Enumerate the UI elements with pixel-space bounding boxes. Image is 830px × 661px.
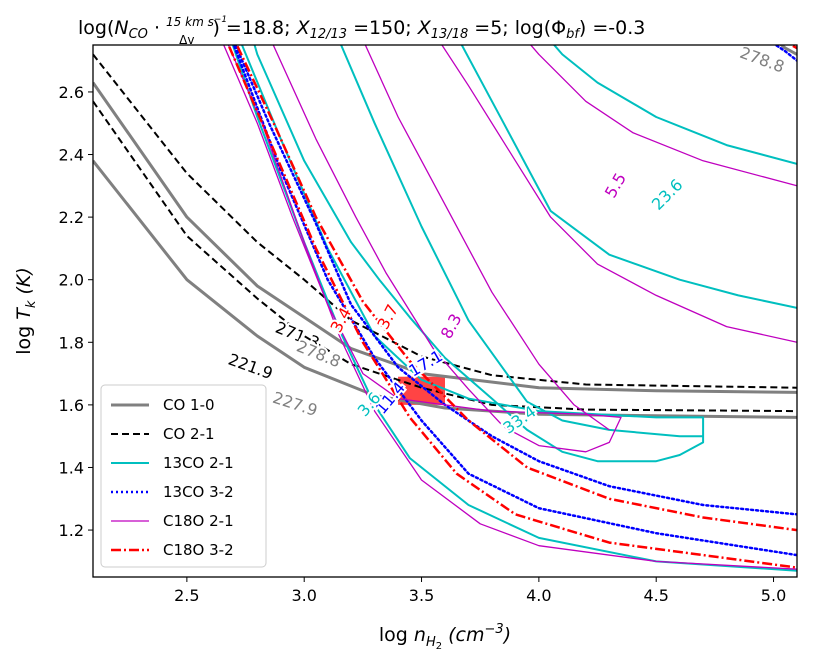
- title-frac-num: 15 km s: [166, 15, 214, 29]
- legend-label: CO 1-0: [163, 396, 215, 414]
- y-tick-label: 1.4: [59, 458, 84, 477]
- y-tick-label: 1.8: [59, 333, 84, 352]
- xlabel-log: log: [379, 624, 414, 646]
- contour-label: 221.9: [226, 350, 276, 384]
- y-tick-label: 1.2: [59, 521, 84, 540]
- x-axis-ticks: 2.5 3.0 3.5 4.0 4.5 5.0: [174, 577, 786, 605]
- contour-line: [215, 14, 797, 570]
- contour-line: [222, 14, 797, 555]
- contour-line: [351, 14, 609, 430]
- x-tick-label: 5.0: [761, 586, 786, 605]
- y-tick-label: 1.6: [59, 396, 84, 415]
- contour-label: 3.7: [373, 301, 402, 332]
- contour-line: [222, 14, 797, 515]
- contour-label: 3.6: [354, 388, 385, 420]
- title-x1213-sub: 12/13: [310, 27, 347, 42]
- legend-label: C18O 3-2: [163, 541, 234, 559]
- x-tick-label: 3.0: [291, 586, 316, 605]
- title-phi-close: ) =-0.3: [579, 17, 645, 39]
- x-tick-label: 3.5: [409, 586, 434, 605]
- contour-line: [93, 101, 797, 411]
- contour-label: 278.8: [737, 43, 787, 77]
- xlabel-h: H: [426, 635, 436, 650]
- title-eq2: =150;: [347, 17, 418, 39]
- series-co-1-0: [93, 0, 797, 417]
- contour-line: [504, 14, 797, 186]
- title-log: log(: [78, 17, 114, 39]
- chart-title: log(NCO · 15 km s−1 Δv) =18.8; X12/13 =15…: [78, 15, 645, 47]
- legend-label: CO 2-1: [163, 425, 215, 443]
- legend-label: 13CO 3-2: [163, 483, 234, 501]
- series-c18o-3-2: [215, 14, 797, 568]
- contour-label: 227.9: [270, 388, 319, 420]
- contour-label: 5.5: [601, 170, 630, 202]
- contour-chart: log(NCO · 15 km s−1 Δv) =18.8; X12/13 =15…: [0, 0, 830, 661]
- xlabel-n: n: [414, 624, 426, 646]
- x-axis-label: log nH2 (cm−3): [379, 622, 511, 652]
- legend-label: C18O 2-1: [163, 512, 234, 530]
- title-nco: N: [114, 17, 128, 39]
- title-x1318-sub: 13/18: [431, 27, 468, 42]
- legend: CO 1-0 CO 2-1 13CO 2-1 13CO 3-2 C18O 2-1 C18O…: [101, 385, 266, 567]
- xlabel-unit: (cm: [442, 624, 484, 646]
- y-axis-label: log Tk (K): [13, 267, 39, 354]
- contour-label: 23.6: [648, 175, 687, 214]
- contour-line: [328, 14, 703, 437]
- title-dot: ·: [148, 17, 166, 39]
- contour-line: [222, 14, 797, 530]
- series-13co-3-2: [222, 14, 797, 555]
- ylabel-log: log: [13, 320, 35, 355]
- contour-line: [215, 14, 797, 568]
- y-axis-ticks: 1.2 1.4 1.6 1.8 2.0 2.2 2.4 2.6: [59, 83, 93, 540]
- title-eq3: =5;: [468, 17, 515, 39]
- contour-line: [93, 83, 797, 393]
- legend-label: 13CO 2-1: [163, 454, 234, 472]
- x-tick-label: 4.5: [643, 586, 668, 605]
- xlabel-unit-sup: −3: [485, 622, 504, 637]
- contour-line: [222, 14, 797, 571]
- title-x1213: X: [296, 17, 311, 39]
- y-tick-label: 2.4: [59, 146, 84, 165]
- y-tick-label: 2.6: [59, 83, 84, 102]
- y-tick-label: 2.0: [59, 271, 84, 290]
- contour-line: [750, 14, 797, 48]
- xlabel-unit-close: ): [502, 624, 511, 646]
- series-c18o-2-1: [210, 14, 797, 570]
- series-13co-2-1: [222, 14, 797, 571]
- ylabel-unit: (K): [13, 267, 35, 300]
- title-phi: log(Φ: [515, 17, 566, 39]
- contour-label: 5.7: [738, 13, 770, 43]
- title-x1318: X: [417, 17, 432, 39]
- title-eq1: ) =18.8;: [212, 17, 296, 39]
- contour-label: 8.3: [437, 310, 466, 341]
- y-tick-label: 2.2: [59, 208, 84, 227]
- x-tick-label: 4.0: [526, 586, 551, 605]
- title-nco-sub: CO: [129, 27, 148, 42]
- x-tick-label: 2.5: [174, 586, 199, 605]
